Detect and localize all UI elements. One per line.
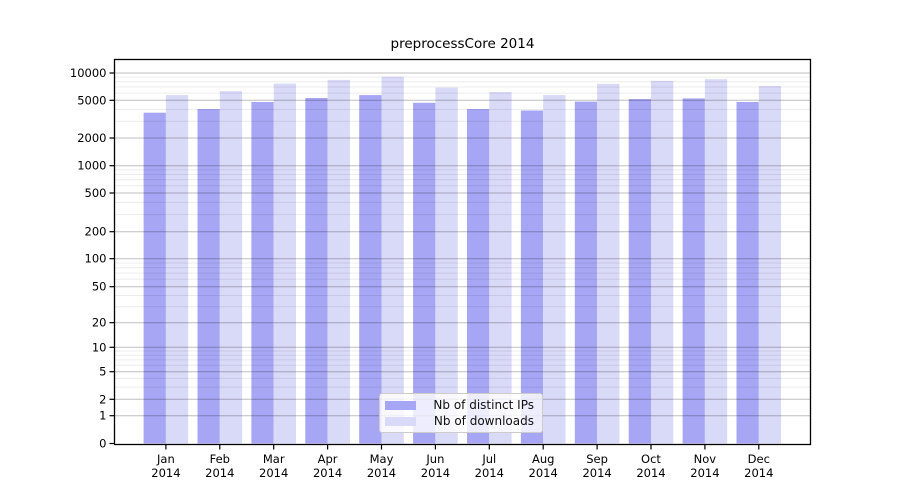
y-tick-label: 0 (99, 437, 106, 451)
y-tick-label: 5000 (77, 93, 106, 107)
x-tick-label-month: Apr (318, 452, 338, 466)
bar-downloads-dec (758, 85, 782, 444)
x-tick-label-year: 2014 (367, 466, 396, 480)
bar-ips-feb (197, 109, 220, 444)
bar-ips-mar (251, 102, 274, 444)
bar-downloads-jan (165, 95, 189, 444)
bar-ips-jul (467, 109, 490, 444)
bar-ips-oct (628, 99, 651, 444)
y-tick-label: 20 (92, 316, 107, 330)
bar-ips-aug (520, 110, 544, 444)
x-tick-label-month: Feb (210, 452, 230, 466)
x-tick-label-year: 2014 (421, 466, 450, 480)
x-tick-label-month: May (370, 452, 394, 466)
x-tick-label-year: 2014 (529, 466, 558, 480)
y-tick-label: 200 (85, 225, 107, 239)
x-tick-label-month: Dec (748, 452, 770, 466)
legend: Nb of distinct IPs Nb of downloads (379, 393, 543, 433)
bar-downloads-mar (273, 83, 296, 444)
bar-ips-nov (682, 98, 705, 444)
bar-downloads-feb (219, 91, 243, 444)
x-tick-label-month: Oct (641, 452, 661, 466)
x-tick-label-month: Jun (425, 452, 444, 466)
y-tick-label: 10 (92, 340, 107, 354)
y-tick-label: 500 (85, 186, 107, 200)
x-tick-label-month: Aug (532, 452, 554, 466)
y-tick-label: 2000 (77, 131, 106, 145)
legend-swatch-downloads (385, 416, 416, 426)
bar-ips-jan (143, 112, 166, 444)
bar-downloads-aug (543, 95, 566, 444)
x-tick-label-month: Mar (263, 452, 285, 466)
x-tick-label-year: 2014 (636, 466, 665, 480)
plot-frame (113, 58, 812, 446)
x-tick-label-month: Nov (694, 452, 717, 466)
y-tick-label: 10000 (70, 66, 107, 80)
y-tick-label: 5 (99, 365, 106, 379)
legend-item-downloads: Nb of downloads (385, 413, 534, 429)
x-tick-label-year: 2014 (259, 466, 288, 480)
y-tick-label: 1000 (77, 159, 106, 173)
bar-downloads-nov (704, 79, 728, 444)
x-tick-label-month: Sep (586, 452, 608, 466)
bar-ips-dec (736, 102, 759, 444)
x-tick-label-year: 2014 (151, 466, 180, 480)
bar-downloads-may (381, 76, 404, 444)
x-tick-label-year: 2014 (475, 466, 504, 480)
legend-label-downloads: Nb of downloads (433, 414, 534, 428)
x-tick-label-year: 2014 (744, 466, 773, 480)
y-tick-label: 100 (85, 252, 107, 266)
y-tick-label: 1 (99, 409, 106, 423)
bar-ips-may (359, 95, 382, 444)
legend-swatch-distinct-ips (385, 400, 416, 410)
bar-ips-apr (305, 98, 328, 444)
bar-downloads-jul (489, 92, 512, 444)
x-tick-label-month: Jan (156, 452, 175, 466)
bar-ips-sep (574, 101, 598, 444)
x-tick-label-year: 2014 (205, 466, 234, 480)
legend-label-distinct-ips: Nb of distinct IPs (433, 398, 534, 412)
y-tick-label: 50 (92, 280, 107, 294)
bar-downloads-jun (435, 87, 458, 444)
bar-downloads-apr (327, 79, 350, 444)
bar-downloads-oct (651, 80, 674, 444)
legend-item-distinct-ips: Nb of distinct IPs (385, 397, 534, 413)
x-tick-label-year: 2014 (690, 466, 719, 480)
bar-ips-jun (413, 102, 436, 444)
bar-downloads-sep (597, 83, 620, 444)
y-tick-label: 2 (99, 392, 106, 406)
chart-title: preprocessCore 2014 (390, 36, 535, 52)
x-tick-label-year: 2014 (313, 466, 342, 480)
x-tick-label-month: Jul (481, 452, 496, 466)
x-tick-label-year: 2014 (582, 466, 611, 480)
